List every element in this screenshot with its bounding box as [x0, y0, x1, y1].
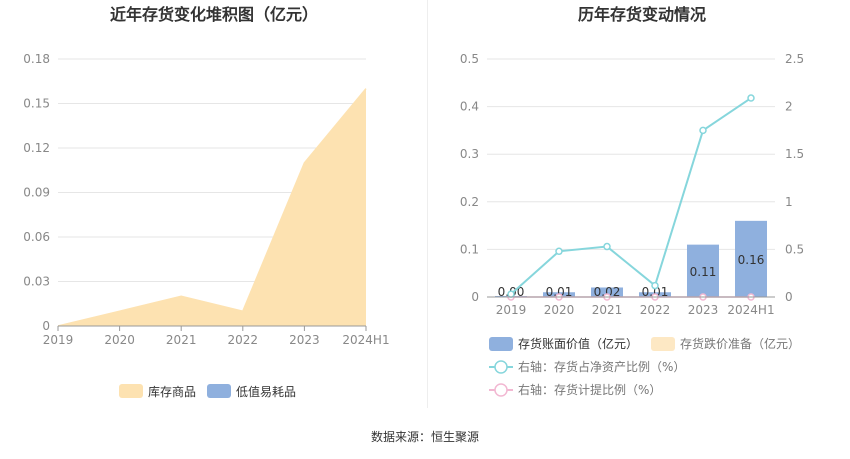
y-tick-label: 0.15: [23, 97, 50, 111]
y-tick-label: 0: [42, 319, 50, 333]
point-inventory-ratio: [603, 242, 611, 251]
chart-title: 历年存货变动情况: [578, 5, 706, 24]
y-left-tick-label: 0: [471, 290, 479, 304]
y-right-tick-label: 0: [785, 290, 793, 304]
y-right-tick-label: 1: [785, 195, 793, 209]
bar-data-label: 0.01: [642, 285, 669, 299]
point-inventory-ratio: [555, 247, 563, 256]
y-left-tick-label: 0.2: [460, 195, 479, 209]
x-tick-label: 2019: [496, 303, 527, 317]
legend-swatch-goods: [119, 384, 143, 398]
x-tick-label: 2023: [289, 333, 320, 347]
legend-label-provision: 存货跌价准备（亿元）: [680, 336, 800, 351]
legend-swatch-inventory-value: [489, 337, 513, 351]
y-tick-label: 0.12: [23, 141, 50, 155]
legend-swatch-provision: [651, 337, 675, 351]
bar-data-label: 0.16: [738, 253, 765, 267]
y-tick-label: 0.18: [23, 52, 50, 66]
data-source-note: 数据来源：恒生聚源: [370, 430, 479, 444]
point-inventory-ratio: [651, 281, 659, 290]
y-left-tick-label: 0.4: [460, 100, 479, 114]
series-line-inventory-ratio: [510, 97, 752, 295]
y-right-tick-label: 2: [785, 100, 793, 114]
bar-data-label: 0.02: [594, 285, 621, 299]
legend-marker-provision-ratio: [494, 383, 508, 397]
chart-title: 近年存货变化堆积图（亿元）: [110, 5, 318, 24]
y-right-tick-label: 0.5: [785, 242, 804, 256]
bar-inventory-value: [687, 244, 719, 297]
x-tick-label: 2021: [166, 333, 197, 347]
x-tick-label: 2024H1: [727, 303, 774, 317]
point-inventory-ratio: [747, 94, 755, 102]
inventory-stacked-area-chart: 近年存货变化堆积图（亿元） 0 0.03 0.06 0.09 0.12 0.15 0.18 20…: [23, 5, 389, 399]
series-area-goods: [58, 88, 366, 327]
series-line-goods: [57, 88, 367, 327]
legend-label-inventory-ratio: 右轴：存货占净资产比例（%）: [518, 359, 685, 374]
bar-data-label: 0.01: [546, 285, 573, 299]
legend-label-goods: 库存商品: [148, 384, 196, 399]
legend-label-consumables: 低值易耗品: [236, 384, 296, 399]
x-tick-label: 2023: [688, 303, 719, 317]
y-tick-label: 0.09: [23, 186, 50, 200]
x-tick-label: 2019: [43, 333, 74, 347]
x-tick-label: 2020: [544, 303, 575, 317]
point-inventory-ratio: [699, 126, 707, 135]
x-tick-label: 2024H1: [342, 333, 389, 347]
y-right-tick-label: 1.5: [785, 147, 804, 161]
x-tick-label: 2022: [228, 333, 259, 347]
x-tick-label: 2022: [640, 303, 671, 317]
legend-swatch-consumables: [207, 384, 231, 398]
chart-divider: [427, 0, 428, 408]
y-left-tick-label: 0.5: [460, 52, 479, 66]
bar-inventory-value: [735, 220, 767, 297]
y-right-tick-label: 2.5: [785, 52, 804, 66]
legend-label-provision-ratio: 右轴：存货计提比例（%）: [518, 382, 661, 397]
legend-marker-inventory-ratio: [494, 360, 508, 374]
bar-data-label: 0.11: [690, 265, 717, 279]
x-tick-label: 2021: [592, 303, 623, 317]
y-left-tick-label: 0.3: [460, 147, 479, 161]
inventory-change-combo-chart: 历年存货变动情况00.10.20.30.40.500.511.522.50.00…: [460, 5, 804, 397]
bar-inventory-value: [591, 287, 623, 297]
x-tick-label: 2020: [104, 333, 135, 347]
y-tick-label: 0.03: [23, 275, 50, 289]
y-tick-label: 0.06: [23, 230, 50, 244]
legend-label-inventory-value: 存货账面价值（亿元）: [518, 336, 638, 351]
y-left-tick-label: 0.1: [460, 242, 479, 256]
point-inventory-ratio: [507, 290, 515, 298]
